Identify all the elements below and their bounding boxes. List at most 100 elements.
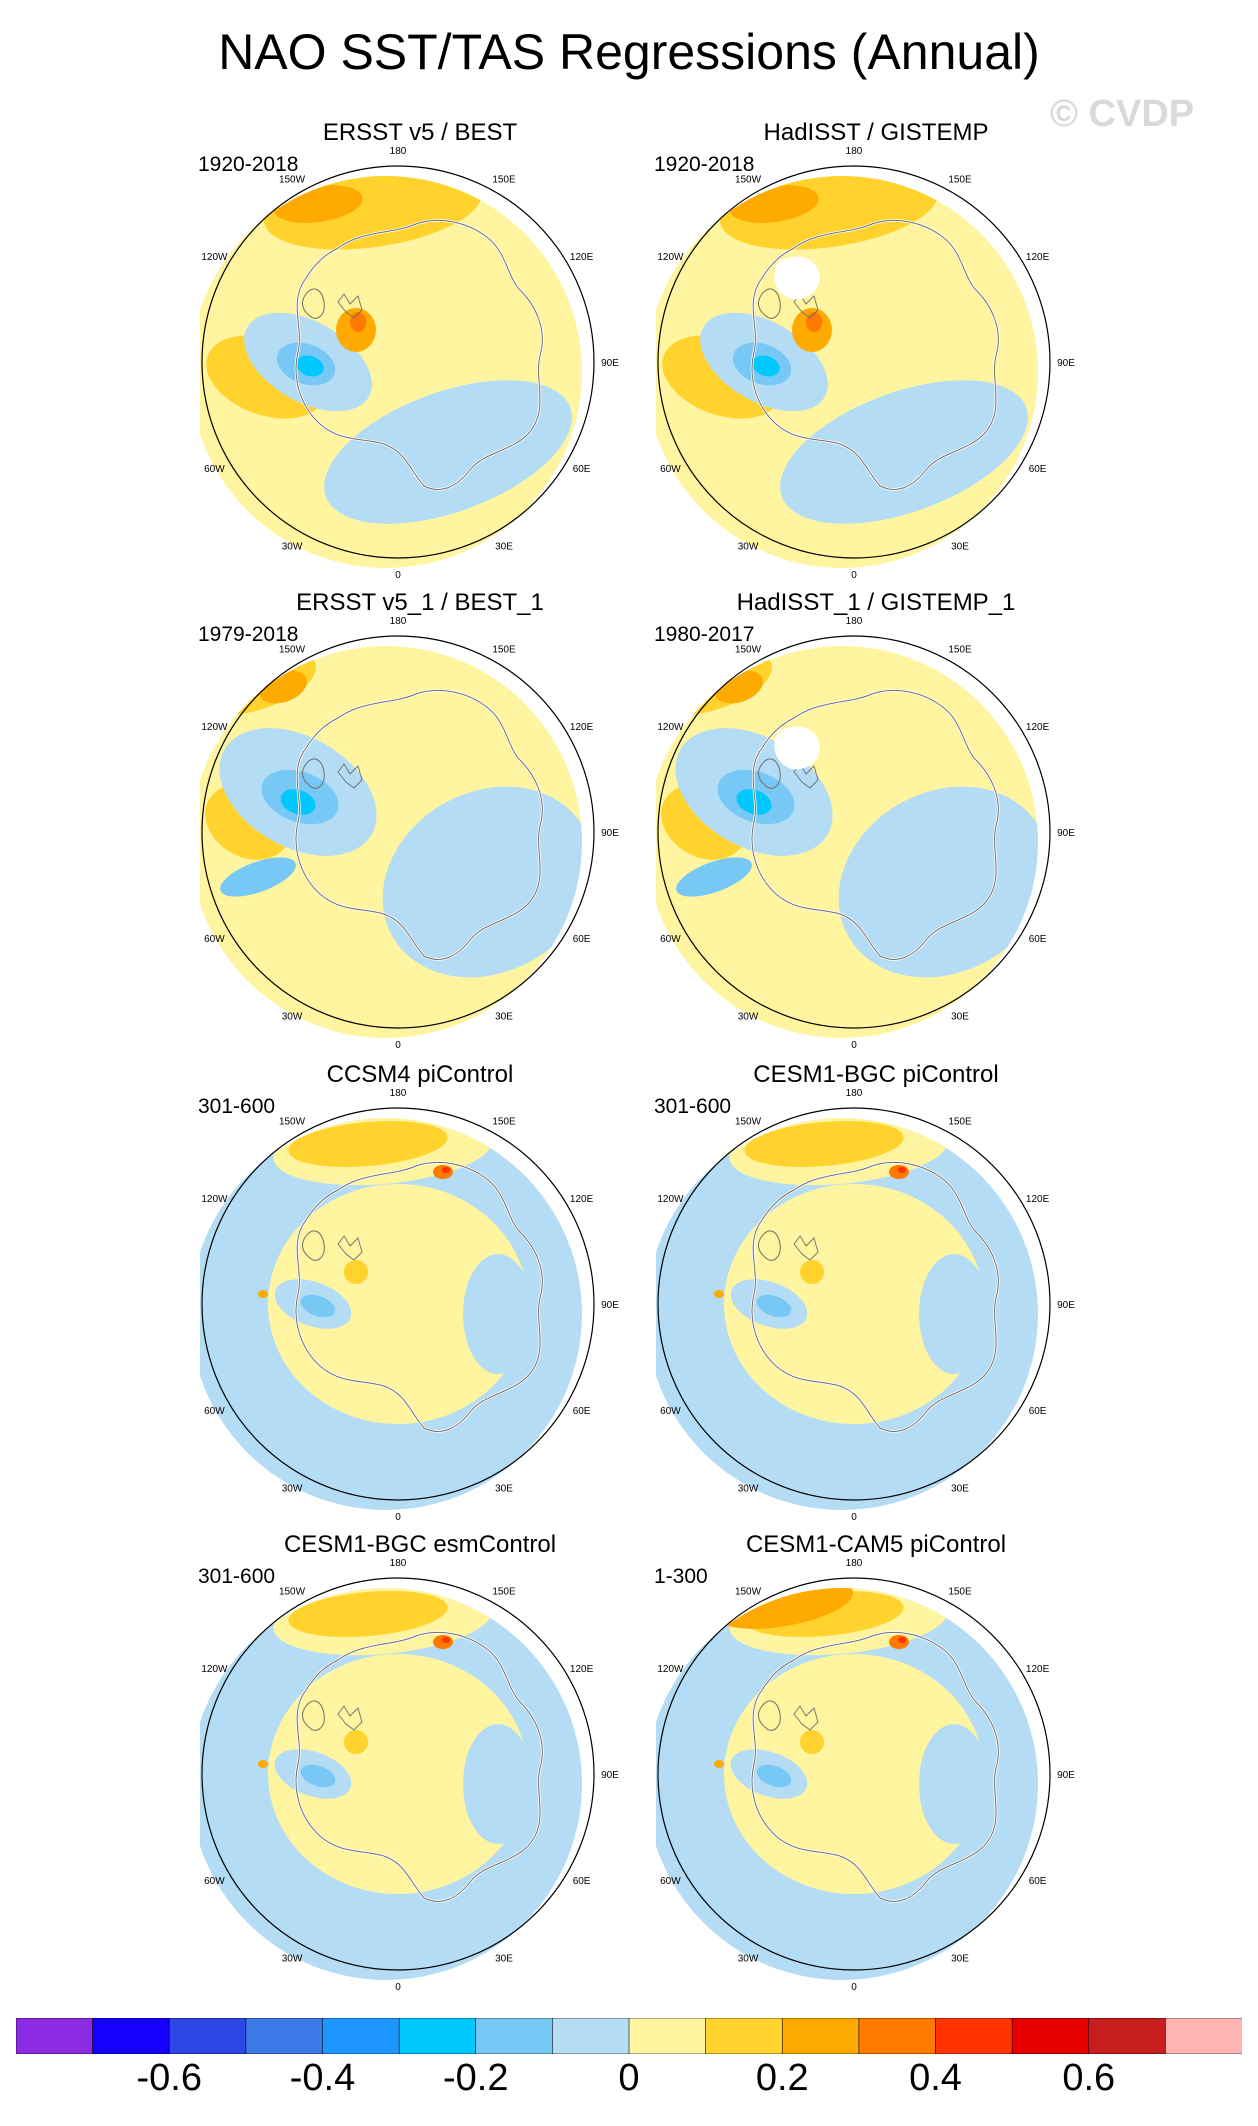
longitude-label: 150W xyxy=(279,644,306,655)
longitude-label: 60E xyxy=(573,464,591,475)
anomaly-eurasia-cool xyxy=(838,786,1038,978)
map-panel: HadISST / GISTEMP 180 150E 120E 90E 60E 30E 0 30… xyxy=(654,118,1096,588)
longitude-label: 60E xyxy=(1029,934,1047,945)
colorbar-swatch xyxy=(781,2018,860,2054)
longitude-label: 30E xyxy=(495,1484,513,1495)
polar-stereographic-map: 180150E120E90E60E30E030W60W90W120W150W xyxy=(656,1558,1075,1993)
map-panel: CESM1-BGC piControl 180 150E 120E 90E 60E 30E 0… xyxy=(654,1060,1096,1530)
map-border xyxy=(201,635,595,1029)
longitude-label: 120E xyxy=(1026,252,1050,263)
panel-period: 1-300 xyxy=(654,1565,708,1588)
longitude-label: 30E xyxy=(951,1484,969,1495)
anomaly-eurasia-cool xyxy=(919,1254,989,1374)
colorbar-tick-label: 0.6 xyxy=(1062,2057,1116,2099)
longitude-label: 30W xyxy=(282,1484,303,1495)
longitude-label: 150E xyxy=(492,174,516,185)
longitude-label: 30W xyxy=(282,542,303,553)
anomaly-eurasia-cool xyxy=(463,1724,533,1844)
longitude-label: 120E xyxy=(570,1664,594,1675)
map-panel: CESM1-CAM5 piControl 180 150E 120E 90E 60E 30E… xyxy=(654,1530,1096,2000)
anomaly-scandinavia-warm xyxy=(344,1260,368,1284)
longitude-label: 120W xyxy=(657,1664,684,1675)
longitude-label: 60W xyxy=(660,1876,681,1887)
longitude-label: 60W xyxy=(204,1406,225,1417)
anomaly-labrador-peak xyxy=(752,355,780,377)
anomaly-atlantic-spot xyxy=(258,1760,268,1768)
anomaly-atlantic-spot xyxy=(258,1290,268,1298)
longitude-label: 60W xyxy=(204,1876,225,1887)
longitude-label: 150W xyxy=(735,1586,762,1597)
colorbar-swatch xyxy=(245,2018,324,2054)
anomaly-north-pacific xyxy=(744,1121,904,1167)
colorbar-tick-label: 0 xyxy=(618,2057,640,2099)
longitude-label: 30E xyxy=(495,1012,513,1023)
colorbar-swatch xyxy=(1088,2018,1167,2054)
arctic-islands xyxy=(337,293,363,319)
panel-period: 301-600 xyxy=(198,1565,276,1588)
longitude-label: 150W xyxy=(279,1116,306,1127)
colorbar-swatch xyxy=(858,2018,937,2054)
longitude-label: 30W xyxy=(738,542,759,553)
colorbar-tick-label: -0.2 xyxy=(443,2057,509,2099)
panel-title: CESM1-CAM5 piControl xyxy=(745,1531,1007,1558)
colorbar-swatch xyxy=(92,2018,171,2054)
longitude-label: 0 xyxy=(851,1982,857,1993)
longitude-label: 60E xyxy=(573,1876,591,1887)
anomaly-scandinavia-warm xyxy=(800,1730,824,1754)
longitude-label: 120E xyxy=(1026,1664,1050,1675)
longitude-label: 60E xyxy=(1029,1876,1047,1887)
coastline xyxy=(751,1162,999,1432)
longitude-label: 60W xyxy=(660,464,681,475)
greenland-coast xyxy=(758,288,781,319)
polar-stereographic-map: 180150E120E90E60E30E030W60W90W120W150W xyxy=(656,616,1075,1051)
greenland-coast xyxy=(758,1230,781,1261)
greenland-coast xyxy=(302,288,325,319)
colorbar-swatch xyxy=(552,2018,630,2054)
longitude-label: 30W xyxy=(738,1484,759,1495)
map-panel: ERSST v5 / BEST 180 150E 120E 90E 60E 30E 0 30W 6… xyxy=(198,118,640,588)
anomaly-central-warm xyxy=(268,1654,528,1894)
anomaly-central-warm xyxy=(724,1184,984,1424)
anomaly-atlantic-spot xyxy=(714,1290,724,1298)
longitude-label: 120E xyxy=(1026,1194,1050,1205)
colorbar-tick-label: 0.2 xyxy=(755,2057,809,2099)
longitude-label: 120W xyxy=(657,252,684,263)
longitude-label: 120W xyxy=(201,252,228,263)
coastline xyxy=(751,690,999,960)
polar-stereographic-map: 180150E120E90E60E30E030W60W90W120W150W xyxy=(200,1558,619,1993)
anomaly-siberia-warm xyxy=(889,1635,909,1649)
longitude-label: 150W xyxy=(735,174,762,185)
longitude-label: 150E xyxy=(948,1586,972,1597)
colorbar-swatch xyxy=(322,2018,400,2054)
longitude-label: 60E xyxy=(573,1406,591,1417)
longitude-label: 180 xyxy=(390,1088,407,1099)
longitude-label: 60W xyxy=(204,464,225,475)
map-border xyxy=(201,1577,595,1971)
polar-stereographic-map: 180150E120E90E60E30E030W60W90W120W150W xyxy=(200,616,619,1051)
anomaly-north-pacific xyxy=(288,1121,448,1167)
map-border xyxy=(657,165,1051,559)
longitude-label: 120E xyxy=(1026,722,1050,733)
longitude-label: 180 xyxy=(390,616,407,627)
longitude-label: 0 xyxy=(395,570,401,581)
arctic-islands xyxy=(337,1705,363,1731)
longitude-label: 0 xyxy=(395,1040,401,1051)
map-border xyxy=(201,1107,595,1501)
anomaly-siberia-peak xyxy=(898,1637,906,1643)
arctic-islands xyxy=(337,763,363,789)
panel-period: 301-600 xyxy=(654,1095,732,1118)
longitude-label: 150E xyxy=(948,174,972,185)
anomaly-atlantic-spot xyxy=(714,1760,724,1768)
panel-period: 1920-2018 xyxy=(654,153,755,176)
anomaly-siberia-warm xyxy=(433,1165,453,1179)
anomaly-scandinavia-warm xyxy=(344,1730,368,1754)
longitude-label: 150E xyxy=(948,644,972,655)
colorbar-swatch xyxy=(398,2018,477,2054)
longitude-label: 150E xyxy=(492,644,516,655)
anomaly-tropical-atlantic-cool xyxy=(676,857,752,897)
longitude-label: 30E xyxy=(951,542,969,553)
longitude-label: 30W xyxy=(738,1954,759,1965)
panel-title: ERSST v5_1 / BEST_1 xyxy=(296,589,544,616)
longitude-label: 150E xyxy=(948,1116,972,1127)
longitude-label: 60W xyxy=(660,934,681,945)
